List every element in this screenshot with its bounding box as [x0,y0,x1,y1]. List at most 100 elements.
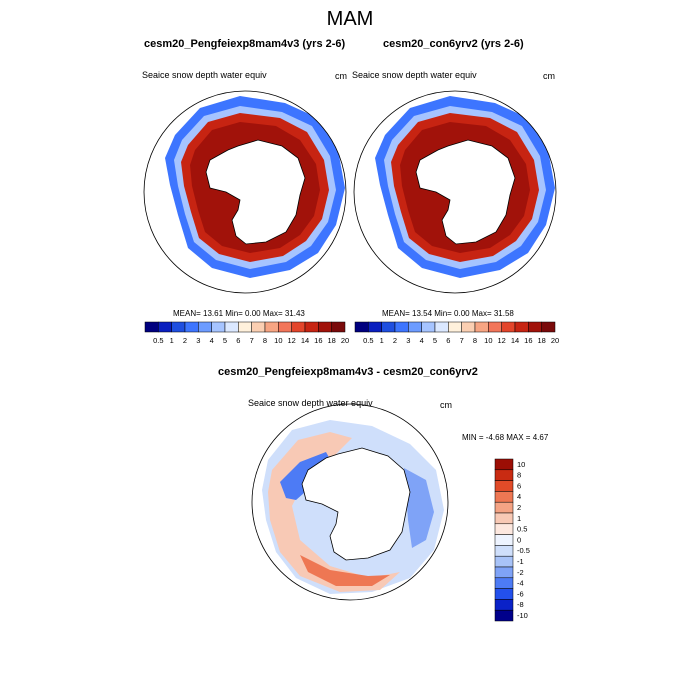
colorbar-right-tick-label: 20 [551,336,559,345]
colorbar-right-swatch [408,321,422,333]
units-label-left: cm [335,71,347,81]
colorbar-diff-tick-label: 0.5 [517,525,527,534]
colorbar-diff-tick-label: -6 [517,589,524,598]
colorbar-right-tick-label: 16 [524,336,532,345]
colorbar-right-swatch [421,321,436,333]
colorbar-right-swatch [474,321,489,333]
colorbar-right-swatch [514,321,529,333]
colorbar-diff-tick-label: 0 [517,535,521,544]
map-border-right [353,90,557,294]
colorbar-diff-tick-label: -0.5 [517,546,530,555]
colorbar-left-tick-label: 18 [327,336,335,345]
colorbar-right-tick-label: 5 [433,336,437,345]
colorbar-diff-tick-label: 2 [517,503,521,512]
colorbar-right-tick-label: 8 [473,336,477,345]
colorbar-diff-swatch [494,512,514,525]
colorbar-right-tick-label: 10 [484,336,492,345]
colorbar-left-swatch [171,321,186,333]
colorbar-right-tick-label: 4 [420,336,424,345]
colorbar-left-swatch [304,321,319,333]
diff-field-warm-hot [300,555,390,586]
colorbar-left-tick-label: 10 [274,336,282,345]
antarctica-diff [301,447,411,561]
colorbar-diff-tick-label: 6 [517,481,521,490]
colorbar-left-tick-label: 6 [236,336,240,345]
colorbar-diff-swatch [494,523,514,535]
colorbar-left-tick-label: 3 [196,336,200,345]
colorbar-right-tick-label: 0.5 [363,336,373,345]
colorbar-right-tick-label: 7 [460,336,464,345]
diff-panel-title: cesm20_Pengfeiexp8mam4v3 - cesm20_con6yr… [218,366,478,378]
colorbar-left-tick-label: 8 [263,336,267,345]
colorbar-left-tick-label: 2 [183,336,187,345]
map-diff [251,403,449,601]
colorbar-diff-tick-label: -1 [517,557,524,566]
colorbar-right-swatch [448,321,462,333]
colorbar-diff-swatch [494,566,514,579]
colorbar-left-tick-label: 0.5 [153,336,163,345]
colorbar-diff-swatch [494,501,514,514]
colorbar-left-tick-label: 14 [301,336,309,345]
map-border-diff [251,403,449,601]
colorbar-left-tick-label: 1 [170,336,174,345]
colorbar-left-tick-label: 16 [314,336,322,345]
colorbar-right-swatch [528,321,542,333]
colorbar-left-swatch [198,321,212,333]
colorbar-diff-swatch [494,609,514,622]
colorbar-diff-tick-label: 1 [517,514,521,523]
colorbar-left-swatch [318,321,332,333]
colorbar-right-tick-label: 18 [537,336,545,345]
colorbar-diff-tick-label: -2 [517,568,524,577]
colorbar-right-swatch [368,321,382,333]
colorbar-right-swatch [394,321,409,333]
colorbar-diff-tick-label: 10 [517,460,525,469]
colorbar-diff-swatch [494,577,514,589]
figure-title: MAM [326,8,374,30]
colorbar-left-tick-label: 12 [287,336,295,345]
colorbar-left-tick-label: 4 [210,336,214,345]
units-label-right: cm [543,71,555,81]
colorbar-diff-tick-label: 4 [517,492,521,501]
variable-label-left: Seaice snow depth water equiv [142,70,267,80]
colorbar-diff-tick-label: -4 [517,579,524,588]
colorbar-diff-swatch [494,458,514,471]
colorbar-diff-swatch [494,588,514,600]
colorbar-left: 0.5 1 2 3 4 5 6 7 8 10 12 14 16 18 20 [144,321,349,345]
colorbar-diff-swatch [494,534,514,546]
colorbar-left-swatch [278,321,292,333]
colorbar-diff-swatch [494,599,514,611]
stats-left: MEAN= 13.61 Min= 0.00 Max= 31.43 [173,309,305,318]
colorbar-right-tick-label: 6 [446,336,450,345]
colorbar-diff-tick-label: 8 [517,471,521,480]
map-right [353,90,557,294]
antarctica-right [415,139,516,245]
diff-field-cool-right [404,468,434,548]
colorbar-diff-tick-label: -10 [517,611,528,620]
colorbar-left-swatch [184,321,199,333]
colorbar-right-tick-label: 2 [393,336,397,345]
colorbar-right-tick-label: 1 [380,336,384,345]
colorbar-left-tick-label: 20 [341,336,349,345]
colorbar-left-swatch [144,321,159,333]
variable-label-diff: Seaice snow depth water equiv [248,398,373,408]
colorbar-left-swatch [158,321,172,333]
colorbar-left-swatch [264,321,279,333]
colorbar-diff-swatch [494,480,514,492]
colorbar-right-swatch [488,321,502,333]
stats-diff: MIN = -4.68 MAX = 4.67 [462,433,549,442]
colorbar-left-swatch [211,321,226,333]
colorbar-right-tick-label: 12 [497,336,505,345]
panel-title-right: cesm20_con6yrv2 (yrs 2-6) [383,38,524,50]
colorbar-right-swatch [501,321,516,333]
colorbar-diff: 10 86 4 2 1 0.50 -0.5 -1 -2 -4-6 -8 -10 [494,458,530,622]
colorbar-left-swatch [331,321,346,333]
colorbar-left-swatch [238,321,252,333]
colorbar-left-tick-label: 5 [223,336,227,345]
colorbar-diff-swatch [494,545,514,557]
colorbar-right-swatch [354,321,369,333]
colorbar-right: 0.5 1 2 3 4 5 6 7 8 10 12 14 16 18 20 [354,321,559,345]
map-border-left [143,90,347,294]
colorbar-right-swatch [381,321,396,333]
colorbar-diff-swatch [494,469,514,481]
variable-label-right: Seaice snow depth water equiv [352,70,477,80]
